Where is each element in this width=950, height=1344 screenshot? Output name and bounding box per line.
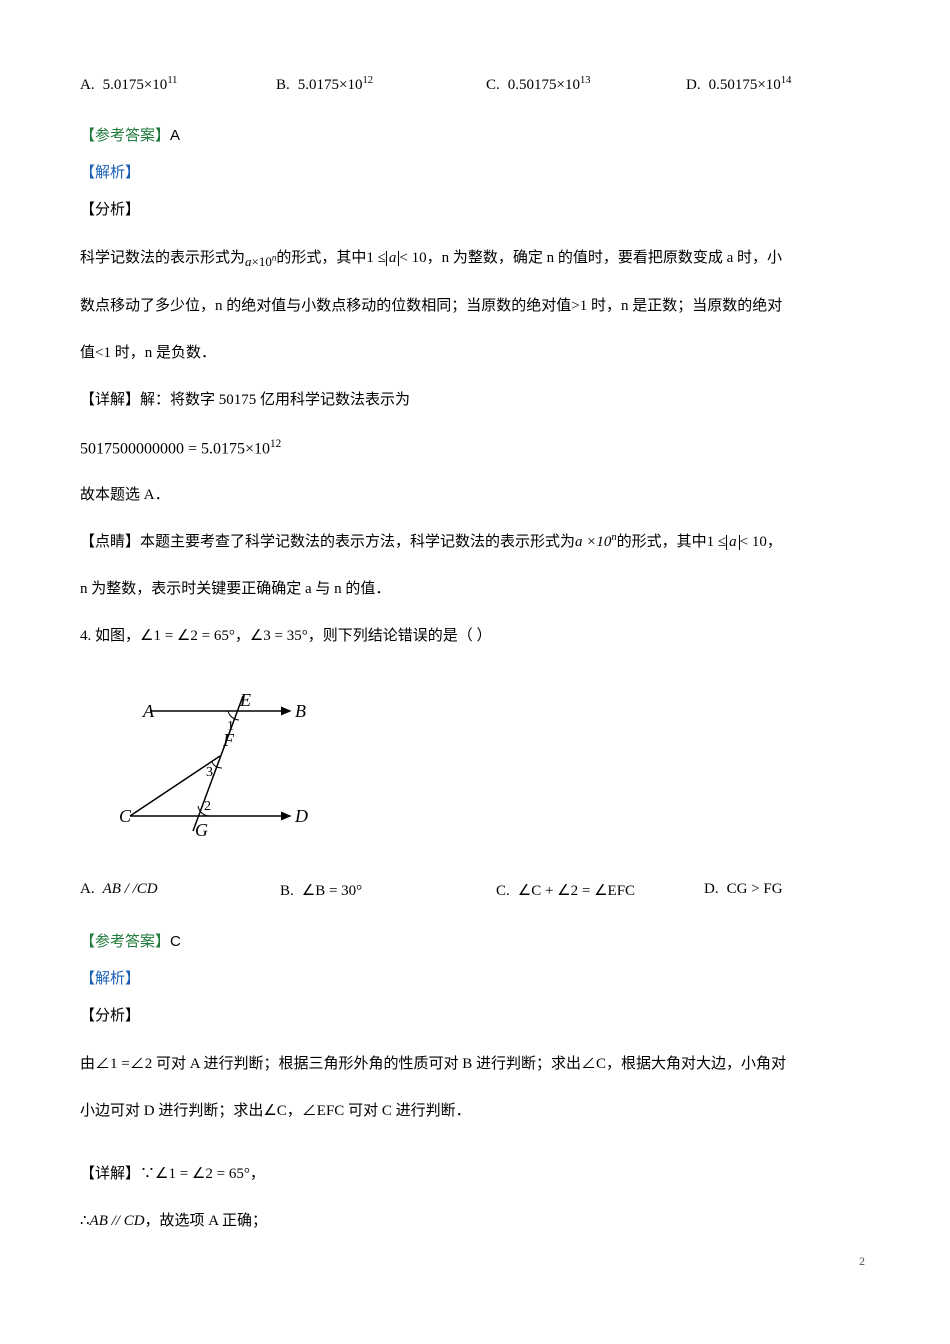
q3-option-d: D. 0.50175×1014 (686, 75, 791, 94)
q4-option-d: D. CG > FG (704, 881, 783, 900)
q4-option-c: C. ∠C + ∠2 = ∠EFC (496, 881, 704, 900)
label-D: D (294, 806, 308, 826)
label-1: 1 (227, 719, 234, 734)
q3-dianqing: 【点睛】本题主要考查了科学记数法的表示方法，科学记数法的表示形式为a ×10n的… (80, 523, 870, 562)
geometry-svg: A B C D E F G 1 2 3 (115, 686, 325, 846)
q4-fenxi-1: 由∠1 =∠2 可对 A 进行判断；根据三角形外角的性质可对 B 进行判断；求出… (80, 1045, 870, 1084)
q3-option-c: C. 0.50175×1013 (486, 75, 686, 94)
q4-analysis-label: 【解析】 (80, 967, 870, 988)
label-C: C (119, 806, 132, 826)
q4-option-b: B. ∠B = 30° (280, 881, 496, 900)
label-2: 2 (204, 799, 211, 814)
q3-conclusion: 故本题选 A． (80, 476, 870, 515)
q3-detail-label: 【详解】解：将数字 50175 亿用科学记数法表示为 (80, 381, 870, 420)
q4-detail-1: 【详解】∵∠1 = ∠2 = 65°， (80, 1155, 870, 1194)
q4-answer: 【参考答案】C (80, 930, 870, 951)
q3-fenxi-label: 【分析】 (80, 198, 870, 219)
opt-value: 5.0175×1012 (298, 75, 373, 94)
page-number: 2 (859, 1254, 865, 1269)
q3-fenxi-text-3: 值<1 时，n 是负数． (80, 334, 870, 373)
q3-options-row: A. 5.0175×1011 B. 5.0175×1012 C. 0.50175… (80, 75, 870, 94)
q3-fenxi-text: 科学记数法的表示形式为a×10n的形式，其中1 ≤a< 10，n 为整数，确定 … (80, 239, 870, 279)
q3-detail-eq: 5017500000000 = 5.0175×1012 (80, 438, 870, 458)
label-E: E (239, 690, 251, 710)
q4-fenxi-2: 小边可对 D 进行判断；求出∠C，∠EFC 可对 C 进行判断． (80, 1092, 870, 1131)
opt-value: 0.50175×1013 (508, 75, 591, 94)
q3-answer: 【参考答案】A (80, 124, 870, 145)
q4-options-row: A. AB / /CD B. ∠B = 30° C. ∠C + ∠2 = ∠EF… (80, 881, 870, 900)
q3-dianqing-2: n 为整数，表示时关键要正确确定 a 与 n 的值． (80, 570, 870, 609)
label-3: 3 (206, 765, 213, 780)
q4-fenxi-label: 【分析】 (80, 1004, 870, 1025)
q4-diagram: A B C D E F G 1 2 3 (115, 686, 870, 851)
opt-label: B. (276, 77, 290, 94)
q4-stem: 4. 如图，∠1 = ∠2 = 65°，∠3 = 35°，则下列结论错误的是（ … (80, 617, 870, 656)
opt-label: C. (486, 77, 500, 94)
label-A: A (142, 701, 155, 721)
opt-label: A. (80, 77, 95, 94)
label-B: B (295, 701, 306, 721)
label-G: G (195, 820, 208, 840)
q4-option-a: A. AB / /CD (80, 881, 280, 900)
opt-value: 5.0175×1011 (103, 75, 178, 94)
opt-value: 0.50175×1014 (709, 75, 792, 94)
opt-label: D. (686, 77, 701, 94)
q3-option-b: B. 5.0175×1012 (276, 75, 486, 94)
q3-fenxi-text-2: 数点移动了多少位，n 的绝对值与小数点移动的位数相同；当原数的绝对值>1 时，n… (80, 287, 870, 326)
q3-option-a: A. 5.0175×1011 (80, 75, 276, 94)
q3-analysis-label: 【解析】 (80, 161, 870, 182)
q4-detail-2: ∴AB // CD，故选项 A 正确； (80, 1202, 870, 1241)
